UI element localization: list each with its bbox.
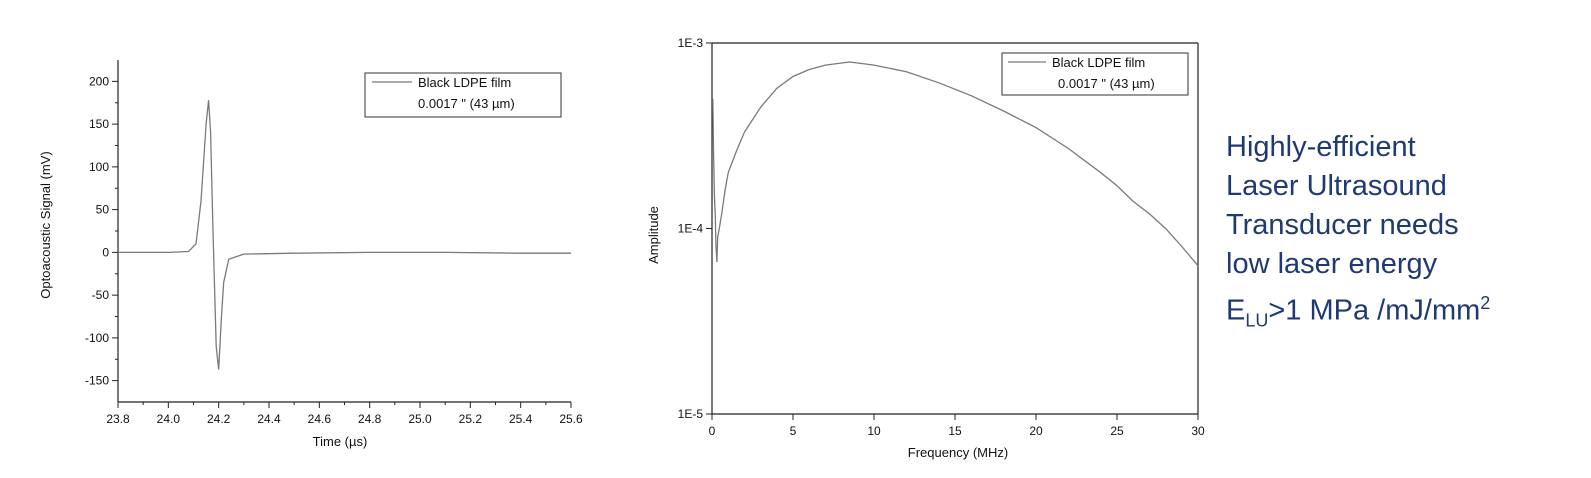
x-ticks: 23.8 24.0 24.2 24.4 24.6 24.8 25.0 25.2 25.4 25.6 [106, 402, 583, 426]
legend-box [364, 72, 562, 118]
x-tick-label: 24.2 [207, 412, 231, 426]
y-tick-label: 50 [96, 203, 110, 217]
annotation-line: Highly-efficient [1226, 131, 1416, 163]
legend: Black LDPE film 0.0017 " (43 µm) [364, 72, 562, 118]
x-tick-label: 10 [867, 424, 881, 438]
x-tick-label: 0 [709, 424, 716, 438]
y-tick-label: 1E-3 [678, 36, 704, 50]
series-line-black-ldpe-film [712, 61, 1199, 267]
formula-body: >1 MPa /mJ/mm [1268, 294, 1481, 327]
legend-sublabel: 0.0017 " (43 µm) [418, 96, 515, 111]
x-axis-title: Time (µs) [313, 434, 368, 449]
x-tick-label: 30 [1191, 424, 1205, 438]
y-ticks: 1E-5 1E-4 1E-3 [678, 36, 712, 421]
y-tick-label: 1E-4 [678, 222, 704, 236]
x-tick-label: 25 [1110, 424, 1124, 438]
y-ticks: -150 -100 -50 0 50 100 150 200 [85, 74, 118, 388]
y-tick-label: 0 [102, 245, 109, 259]
legend-label: Black LDPE film [1052, 55, 1145, 70]
formula-superscript: 2 [1480, 293, 1491, 313]
x-axis-title: Frequency (MHz) [908, 445, 1008, 460]
annotation-text: Highly-efficient Laser Ultrasound Transd… [1226, 128, 1586, 340]
annotation-line: Laser Ultrasound [1226, 170, 1447, 202]
x-ticks: 0 5 10 15 20 25 30 [709, 414, 1205, 438]
y-axis-title: Amplitude [646, 206, 661, 264]
x-tick-label: 24.0 [157, 412, 181, 426]
x-tick-label: 5 [790, 424, 797, 438]
x-tick-label: 24.8 [358, 412, 382, 426]
amplitude-spectrum-chart: 0 5 10 15 20 25 30 1E-5 1E-4 1E-3 Black LDPE fil… [646, 36, 1205, 460]
y-tick-label: -50 [92, 288, 110, 302]
annotation-line: low laser energy [1226, 248, 1438, 280]
legend-sublabel: 0.0017 " (43 µm) [1058, 76, 1155, 91]
legend: Black LDPE film 0.0017 " (43 µm) [1001, 52, 1189, 96]
legend-label: Black LDPE film [418, 75, 511, 90]
formula-base: E [1226, 294, 1246, 327]
x-tick-label: 25.4 [509, 412, 533, 426]
x-tick-label: 20 [1029, 424, 1043, 438]
y-tick-label: 1E-5 [678, 407, 704, 421]
legend-box [1001, 52, 1189, 96]
annotation-formula: ELU>1 MPa /mJ/mm2 [1226, 284, 1586, 340]
x-tick-label: 23.8 [106, 412, 130, 426]
annotation-line: Transducer needs [1226, 209, 1459, 241]
x-tick-label: 15 [948, 424, 962, 438]
series-line-black-ldpe-film [118, 100, 571, 370]
optoacoustic-signal-chart: 23.8 24.0 24.2 24.4 24.6 24.8 25.0 25.2 25.4 25.6… [38, 60, 583, 449]
x-tick-label: 25.0 [408, 412, 432, 426]
y-tick-label: 100 [89, 160, 109, 174]
y-axis-title: Optoacoustic Signal (mV) [38, 151, 53, 298]
x-tick-label: 24.6 [308, 412, 332, 426]
formula-subscript: LU [1245, 310, 1269, 331]
x-tick-label: 25.2 [459, 412, 483, 426]
y-tick-label: -150 [85, 374, 109, 388]
y-tick-label: 200 [89, 74, 109, 88]
x-tick-label: 25.6 [559, 412, 583, 426]
y-tick-label: -100 [85, 331, 109, 345]
x-tick-label: 24.4 [257, 412, 281, 426]
y-tick-label: 150 [89, 117, 109, 131]
